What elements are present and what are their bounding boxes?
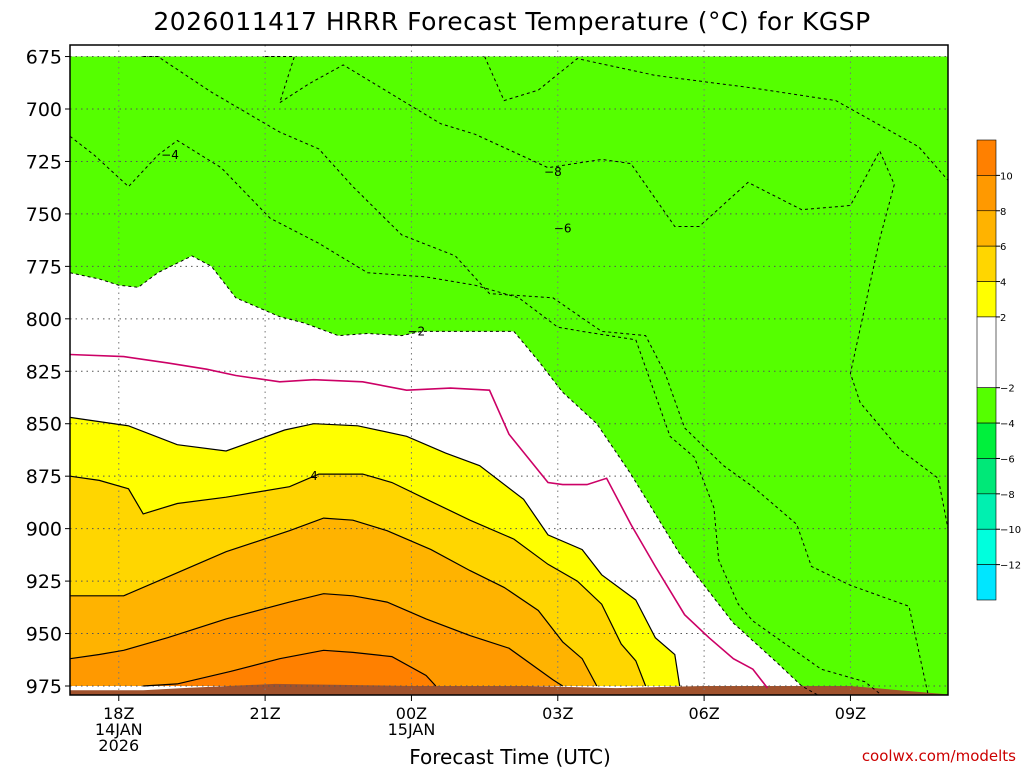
- contour-m8: [265, 56, 948, 529]
- x-axis-label: Forecast Time (UTC): [409, 745, 611, 768]
- y-tick-label: 700: [26, 99, 62, 121]
- y-tick-label: 725: [26, 151, 62, 173]
- colorbar-band: [976, 210, 997, 247]
- temp-region-lime-m2-m4: [70, 56, 948, 695]
- colorbar-label: 8: [1000, 207, 1006, 218]
- temp-region-orange-8-10: [70, 593, 563, 686]
- colorbar-band: [976, 281, 997, 318]
- y-tick-label: 900: [26, 519, 62, 541]
- colorbar-label: −10: [1000, 525, 1021, 536]
- temp-region-orange-10-12: [143, 650, 436, 686]
- x-tick-label: 00Z: [396, 704, 427, 723]
- contour-label: −4: [161, 148, 179, 162]
- colorbar-band: [976, 528, 997, 565]
- credit-text: coolwx.com/modelts: [862, 747, 1016, 765]
- colorbar-band: [976, 175, 997, 212]
- colorbar-band: [976, 139, 997, 176]
- colorbar-label: −12: [1000, 561, 1021, 572]
- plot-frame: [69, 44, 949, 696]
- x-tick-label: 09Z: [835, 704, 866, 723]
- x-tick-label: 03Z: [542, 704, 573, 723]
- colorbar-band: [976, 564, 997, 601]
- x-tick-label: 14JAN: [95, 720, 143, 739]
- colorbar-label: 4: [1000, 278, 1006, 289]
- temp-region-ground: [70, 683, 948, 695]
- y-tick-label: 925: [26, 571, 62, 593]
- colorbar-label: −8: [1000, 490, 1015, 501]
- contour-m10: [484, 56, 948, 181]
- contour-m4: [70, 135, 883, 695]
- colorbar-band: [976, 387, 997, 424]
- colorbar-band: [976, 422, 997, 459]
- contour-2: [70, 416, 681, 687]
- colorbar-label: −2: [1000, 384, 1015, 395]
- y-tick-label: 750: [26, 204, 62, 226]
- colorbar-label: −4: [1000, 419, 1015, 430]
- x-tick-label: 18Z: [103, 704, 134, 723]
- colorbar-label: 2: [1000, 313, 1006, 324]
- y-tick-label: 975: [26, 676, 62, 698]
- colorbar-band: [976, 493, 997, 530]
- y-tick-label: 675: [26, 47, 62, 69]
- contour-0: [70, 353, 769, 689]
- contour-label: −2: [407, 324, 425, 338]
- contour-10: [143, 649, 437, 687]
- y-tick-label: 800: [26, 309, 62, 331]
- x-tick-label: 15JAN: [388, 720, 436, 739]
- colorbar-label: 6: [1000, 242, 1006, 253]
- y-tick-label: 825: [26, 361, 62, 383]
- contour-6: [70, 517, 598, 687]
- contour-label: 4: [310, 469, 318, 483]
- colorbar-label: −6: [1000, 454, 1015, 465]
- colorbar-band: [976, 316, 997, 388]
- x-tick-label: 21Z: [249, 704, 280, 723]
- x-tick-label: 2026: [98, 736, 139, 755]
- x-tick-label: 06Z: [688, 704, 719, 723]
- colorbar-label: 10: [1000, 171, 1013, 182]
- colorbar-band: [976, 245, 997, 282]
- contour-8: [70, 593, 564, 687]
- y-tick-label: 775: [26, 256, 62, 278]
- colorbar-band: [976, 458, 997, 495]
- contour-label: −8: [544, 165, 562, 179]
- contour-4: [70, 473, 647, 687]
- y-tick-label: 875: [26, 466, 62, 488]
- contour-label: −6: [554, 222, 572, 236]
- chart-title: 2026011417 HRRR Forecast Temperature (°C…: [153, 7, 870, 36]
- y-tick-label: 850: [26, 414, 62, 436]
- y-tick-label: 950: [26, 624, 62, 646]
